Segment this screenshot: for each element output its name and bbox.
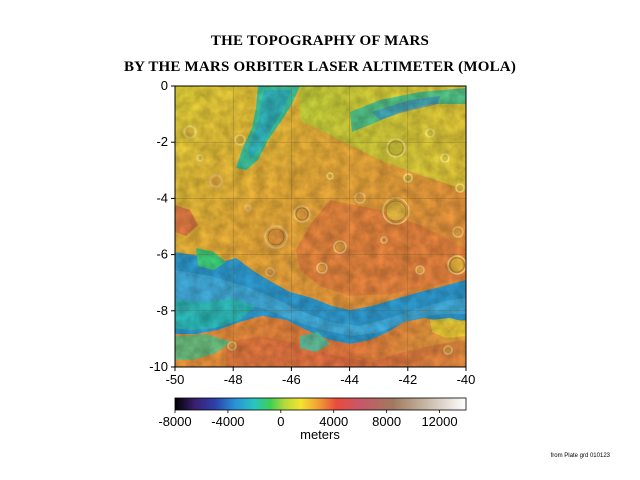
map-title: THE TOPOGRAPHY OF MARS xyxy=(210,33,430,49)
colorbar-tick-label: 8000 xyxy=(372,414,401,429)
y-tick-label: -10 xyxy=(149,359,168,374)
topography-image xyxy=(175,86,466,367)
y-tick-label: -2 xyxy=(156,134,168,149)
x-tick-label: -42 xyxy=(398,372,417,387)
y-tick-label: -4 xyxy=(156,190,168,205)
y-tick-label: -6 xyxy=(156,247,168,262)
colorbar-ticks: -8000 -4000 0 4000 8000 12000 xyxy=(158,410,458,429)
x-tick-label: -48 xyxy=(224,372,243,387)
y-axis: 0 -2 -4 -6 -8 -10 xyxy=(149,78,175,374)
source-credit: from Plate grd 010123 xyxy=(550,453,610,459)
x-tick-label: -44 xyxy=(340,372,359,387)
colorbar-tick-label: 4000 xyxy=(319,414,348,429)
x-axis: -50 -48 -46 -44 -42 -40 xyxy=(166,367,476,387)
colorbar-tick-label: 0 xyxy=(277,414,284,429)
y-tick-label: -8 xyxy=(156,303,168,318)
colorbar-tick-label: -8000 xyxy=(158,414,191,429)
map-subtitle: BY THE MARS ORBITER LASER ALTIMETER (MOL… xyxy=(123,59,517,75)
colorbar-unit-label: meters xyxy=(300,427,340,442)
colorbar-tick-label: 12000 xyxy=(421,414,457,429)
x-tick-label: -50 xyxy=(166,372,185,387)
colorbar xyxy=(174,397,467,411)
y-tick-label: 0 xyxy=(161,78,168,93)
colorbar-tick-label: -4000 xyxy=(211,414,244,429)
x-tick-label: -40 xyxy=(457,372,476,387)
map-frame xyxy=(174,85,467,368)
x-tick-label: -46 xyxy=(282,372,301,387)
